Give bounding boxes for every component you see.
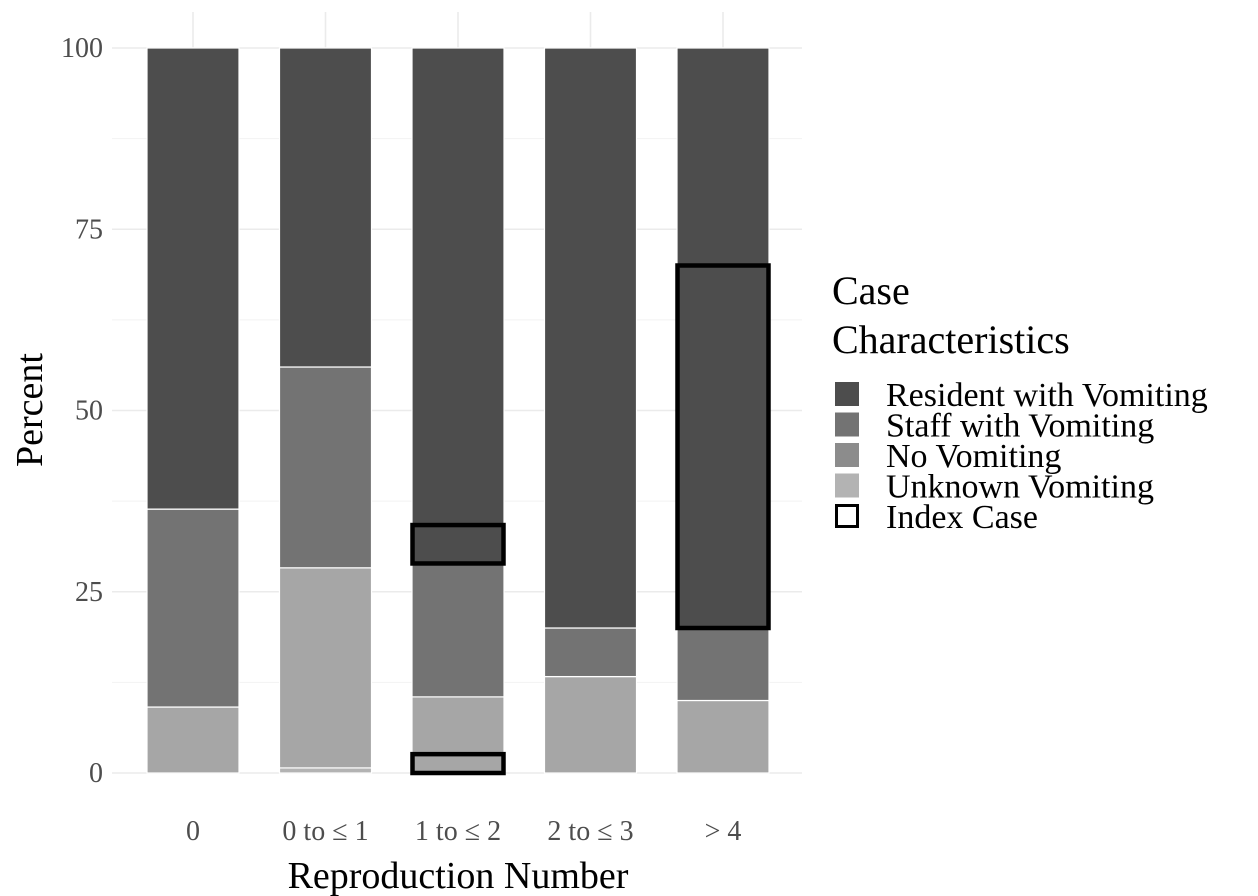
bar-segment [146,706,240,774]
x-tick-label: 2 to ≤ 3 [547,816,633,847]
bar-segment [278,767,373,774]
legend-key [835,473,859,498]
index-case-boxes [410,263,771,776]
legend-title-line-2: Characteristics [832,317,1070,362]
y-axis-title: Percent [9,353,51,467]
y-tick-label: 0 [89,758,103,789]
x-tick-label: 0 to ≤ 1 [282,816,368,847]
bar-segment [278,47,373,368]
y-tick-label: 50 [75,396,103,427]
bar-segment [543,47,638,629]
bar-segment [278,366,373,569]
y-tick-labels: 0 25 50 75 100 [61,33,103,789]
legend-key [835,443,859,467]
legend-item: Resident with Vomiting [835,377,1208,414]
bar-segment [146,508,240,708]
x-tick-labels: 0 0 to ≤ 1 1 to ≤ 2 2 to ≤ 3 > 4 [186,816,741,847]
legend-item: Index Case [835,499,1038,536]
bar-segment [411,47,505,565]
bar-segment [543,627,638,678]
bar-segment [676,47,770,629]
legend-label: Resident with Vomiting [886,377,1208,414]
x-tick-label: 1 to ≤ 2 [415,816,501,847]
legend-key [835,504,859,528]
bar-segment [278,567,373,769]
legend-title-line-1: Case [832,268,910,313]
y-tick-label: 75 [75,214,103,245]
legend-item: No Vomiting [835,438,1061,475]
legend-label: Unknown Vomiting [886,469,1154,506]
legend-key [835,412,859,437]
legend-label: Staff with Vomiting [886,408,1154,445]
bar-segment [676,627,770,702]
y-tick-label: 25 [75,577,103,608]
bars [146,47,770,774]
legend-item: Staff with Vomiting [835,408,1154,445]
x-axis-title: Reproduction Number [288,855,629,896]
bar-segment [146,47,240,510]
index-case-box [410,751,506,776]
legend-item: Unknown Vomiting [835,469,1154,506]
bar-segment [411,562,505,698]
index-case-box [675,263,771,631]
bar-segment [411,696,505,774]
index-case-box [410,522,506,566]
y-tick-label: 100 [61,33,103,64]
legend-label: Index Case [886,499,1038,536]
legend-key [835,382,859,406]
x-tick-label: > 4 [705,816,742,847]
x-tick-label: 0 [186,816,200,847]
bar-segment [676,699,770,774]
legend-label: No Vomiting [886,438,1061,475]
bar-segment [543,675,638,774]
legend: Case Characteristics Resident with Vomit… [832,268,1208,536]
